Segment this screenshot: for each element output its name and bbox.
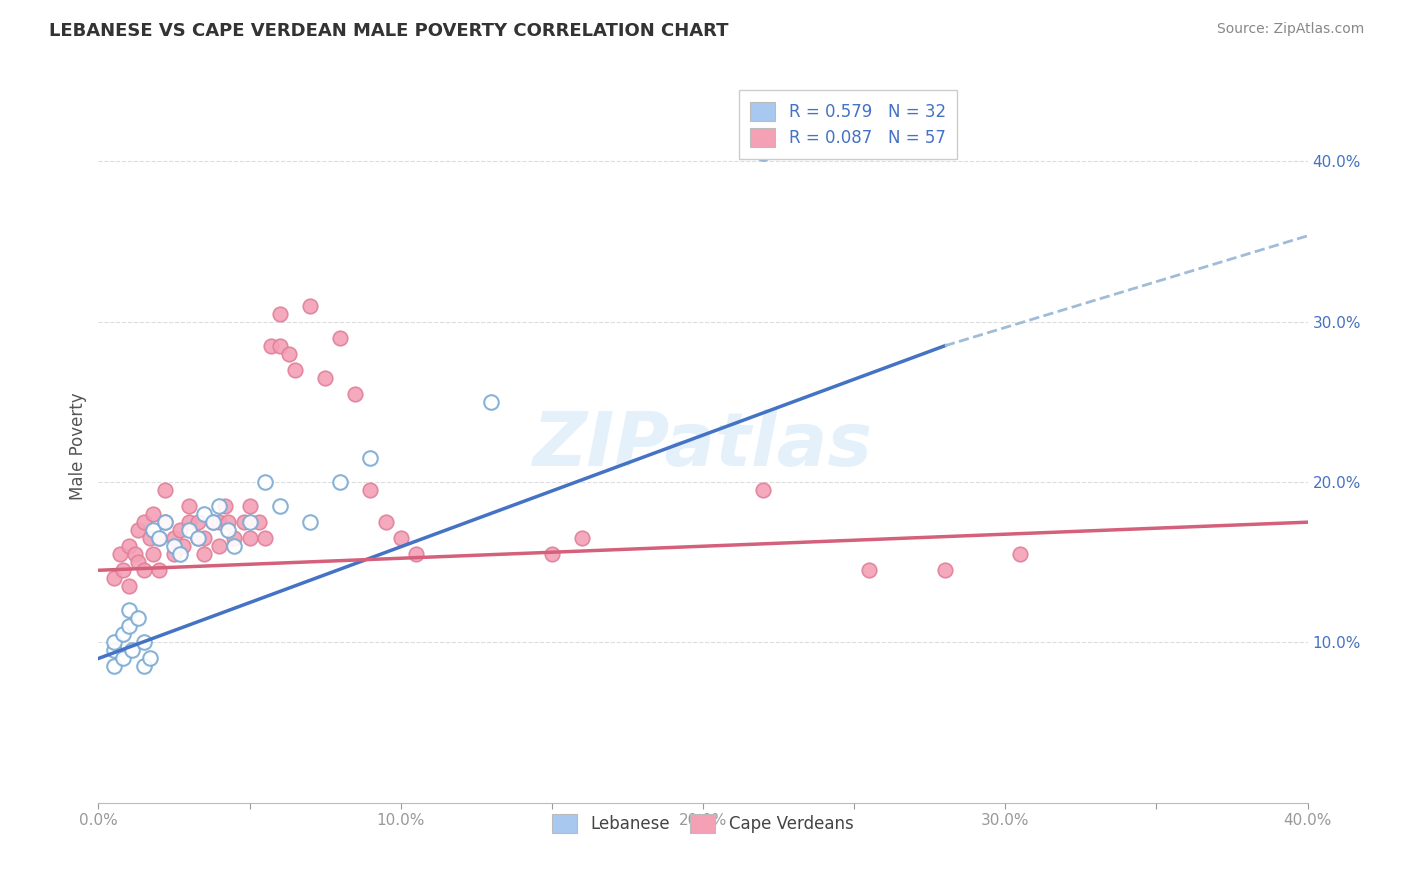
Point	[103, 659, 125, 673]
Point	[153, 483, 176, 497]
Point	[360, 450, 382, 465]
Point	[224, 531, 246, 545]
Point	[148, 531, 170, 545]
Point	[217, 523, 239, 537]
Point	[269, 307, 291, 321]
Point	[132, 635, 155, 649]
Point	[153, 515, 176, 529]
Point	[163, 531, 186, 545]
Point	[253, 531, 276, 545]
Point	[253, 475, 276, 489]
Point	[148, 563, 170, 577]
Point	[481, 395, 503, 409]
Point	[299, 515, 322, 529]
Point	[1010, 547, 1032, 561]
Point	[132, 563, 155, 577]
Point	[299, 299, 322, 313]
Point	[169, 523, 191, 537]
Point	[217, 515, 239, 529]
Point	[127, 523, 149, 537]
Point	[269, 499, 291, 513]
Point	[239, 515, 262, 529]
Point	[163, 547, 186, 561]
Point	[329, 331, 352, 345]
Text: LEBANESE VS CAPE VERDEAN MALE POVERTY CORRELATION CHART: LEBANESE VS CAPE VERDEAN MALE POVERTY CO…	[49, 22, 728, 40]
Point	[163, 539, 186, 553]
Point	[139, 651, 162, 665]
Point	[329, 475, 352, 489]
Text: Source: ZipAtlas.com: Source: ZipAtlas.com	[1216, 22, 1364, 37]
Point	[118, 603, 141, 617]
Point	[858, 563, 880, 577]
Point	[124, 547, 146, 561]
Point	[153, 515, 176, 529]
Point	[374, 515, 396, 529]
Point	[405, 547, 427, 561]
Point	[224, 539, 246, 553]
Point	[193, 547, 215, 561]
Point	[934, 563, 956, 577]
Point	[118, 579, 141, 593]
Point	[121, 643, 143, 657]
Point	[103, 571, 125, 585]
Text: ZIPatlas: ZIPatlas	[533, 409, 873, 483]
Point	[193, 507, 215, 521]
Point	[239, 499, 262, 513]
Point	[193, 531, 215, 545]
Point	[179, 499, 201, 513]
Point	[179, 515, 201, 529]
Point	[111, 651, 134, 665]
Point	[142, 547, 165, 561]
Point	[118, 619, 141, 633]
Point	[269, 339, 291, 353]
Point	[187, 531, 209, 545]
Point	[103, 643, 125, 657]
Point	[232, 515, 254, 529]
Point	[118, 539, 141, 553]
Point	[179, 523, 201, 537]
Point	[314, 371, 336, 385]
Point	[239, 531, 262, 545]
Point	[139, 531, 162, 545]
Point	[284, 363, 307, 377]
Point	[202, 515, 225, 529]
Point	[344, 387, 367, 401]
Point	[127, 611, 149, 625]
Y-axis label: Male Poverty: Male Poverty	[69, 392, 87, 500]
Point	[132, 515, 155, 529]
Point	[127, 555, 149, 569]
Point	[208, 499, 231, 513]
Point	[187, 531, 209, 545]
Point	[103, 635, 125, 649]
Point	[208, 539, 231, 553]
Point	[260, 339, 283, 353]
Point	[389, 531, 412, 545]
Point	[247, 515, 270, 529]
Point	[752, 483, 775, 497]
Point	[214, 499, 236, 513]
Point	[132, 659, 155, 673]
Point	[540, 547, 562, 561]
Point	[277, 347, 299, 361]
Legend: Lebanese, Cape Verdeans: Lebanese, Cape Verdeans	[541, 802, 865, 845]
Point	[752, 146, 775, 161]
Point	[202, 515, 225, 529]
Point	[108, 547, 131, 561]
Point	[208, 515, 231, 529]
Point	[148, 531, 170, 545]
Point	[142, 507, 165, 521]
Point	[360, 483, 382, 497]
Point	[571, 531, 593, 545]
Point	[169, 547, 191, 561]
Point	[187, 515, 209, 529]
Point	[142, 523, 165, 537]
Point	[111, 627, 134, 641]
Point	[111, 563, 134, 577]
Point	[172, 539, 194, 553]
